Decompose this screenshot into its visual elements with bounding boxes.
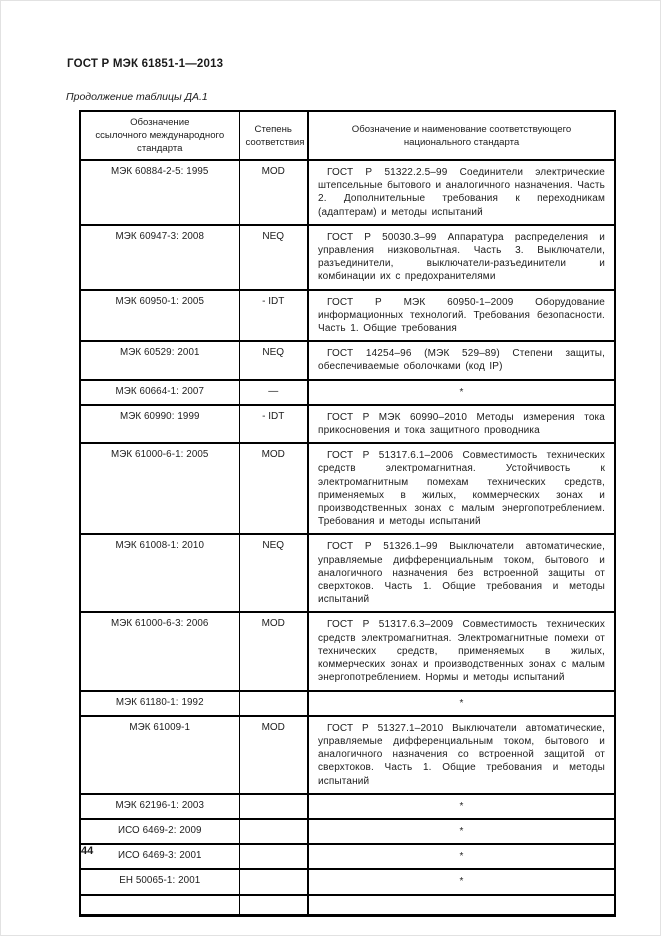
cell-international-designation: МЭК 60990: 1999 [79, 403, 240, 445]
cell-national-standard: ГОСТ Р 50030.3–99 Аппаратура распределен… [307, 223, 616, 291]
table-caption: Продолжение таблицы ДА.1 [66, 91, 208, 103]
cell-national-standard: ГОСТ Р 51317.6.1–2006 Совместимость техн… [307, 442, 616, 536]
cell-international-designation: МЭК 62196-1: 2003 [79, 792, 240, 820]
col-header-national-standard: Обозначение и наименование соответствующ… [307, 110, 616, 161]
cell-degree-of-conformity [238, 817, 309, 846]
cell-degree-of-conformity: NEQ [238, 340, 309, 381]
cell-degree-of-conformity [238, 893, 309, 917]
cell-national-standard: ГОСТ 14254–96 (МЭК 529–89) Степени защит… [307, 340, 616, 381]
table-body: МЭК 60884-2-5: 1995 MOD ГОСТ Р 51322.2.5–9… [79, 159, 616, 917]
cell-national-standard: * [307, 378, 616, 406]
cell-international-designation: МЭК 61000-6-1: 2005 [79, 442, 240, 536]
cell-national-standard [307, 893, 616, 917]
cell-degree-of-conformity: - IDT [238, 403, 309, 445]
table-row: МЭК 61000-6-3: 2006 MOD ГОСТ Р 51317.6.3–2… [79, 611, 616, 692]
cell-national-standard: * [307, 843, 616, 871]
table-row [79, 893, 616, 917]
table-row: МЭК 60884-2-5: 1995 MOD ГОСТ Р 51322.2.5–9… [79, 159, 616, 226]
table-row: ЕН 50065-1: 2001 * [79, 868, 616, 896]
cell-international-designation: МЭК 60950-1: 2005 [79, 288, 240, 343]
cell-degree-of-conformity: — [238, 378, 309, 406]
cell-national-standard: * [307, 689, 616, 717]
cell-international-designation: МЭК 61009-1 [79, 714, 240, 795]
cell-degree-of-conformity: MOD [238, 442, 309, 536]
table-row: МЭК 62196-1: 2003 * [79, 792, 616, 820]
cell-degree-of-conformity: MOD [238, 611, 309, 692]
cell-degree-of-conformity: NEQ [238, 533, 309, 614]
table-row: ИСО 6469-3: 2001 * [79, 843, 616, 871]
cell-international-designation [79, 893, 240, 917]
cell-degree-of-conformity [238, 792, 309, 820]
cell-national-standard: * [307, 868, 616, 896]
cell-international-designation: ИСО 6469-2: 2009 [79, 817, 240, 846]
cell-degree-of-conformity [238, 843, 309, 871]
table-row: ИСО 6469-2: 2009 * [79, 817, 616, 846]
col-header-international-standard: Обозначение ссылочного международного ст… [79, 110, 240, 161]
cell-international-designation: МЭК 60529: 2001 [79, 340, 240, 381]
cell-national-standard: ГОСТ Р 51327.1–2010 Выключатели автомати… [307, 714, 616, 795]
cell-national-standard: ГОСТ Р МЭК 60950-1–2009 Оборудование инф… [307, 288, 616, 343]
cell-degree-of-conformity [238, 868, 309, 896]
page-number: 44 [81, 845, 94, 857]
cell-degree-of-conformity: MOD [238, 714, 309, 795]
cell-international-designation: МЭК 61000-6-3: 2006 [79, 611, 240, 692]
cell-national-standard: ГОСТ Р МЭК 60990–2010 Методы измерения т… [307, 403, 616, 445]
table-row: МЭК 61009-1 MOD ГОСТ Р 51327.1–2010 Выключ… [79, 714, 616, 795]
table-row: МЭК 61008-1: 2010 NEQ ГОСТ Р 51326.1–99 Вы… [79, 533, 616, 614]
cell-international-designation: ЕН 50065-1: 2001 [79, 868, 240, 896]
table-row: МЭК 60950-1: 2005- IDT ГОСТ Р МЭК 60950-1… [79, 288, 616, 343]
cell-degree-of-conformity: NEQ [238, 223, 309, 291]
table-row: МЭК 60529: 2001 NEQ ГОСТ 14254–96 (МЭК 529… [79, 340, 616, 381]
col-header-degree-of-conformity: Степень соответствия [238, 110, 309, 161]
cell-degree-of-conformity: MOD [238, 159, 309, 226]
table-row: МЭК 61000-6-1: 2005 MOD ГОСТ Р 51317.6.1–2… [79, 442, 616, 536]
cell-international-designation: ИСО 6469-3: 2001 [79, 843, 240, 871]
table-header-row: Обозначение ссылочного международного ст… [79, 110, 616, 161]
cell-international-designation: МЭК 60947-3: 2008 [79, 223, 240, 291]
page-title: ГОСТ Р МЭК 61851-1—2013 [67, 58, 224, 70]
table-row: МЭК 60947-3: 2008 NEQ ГОСТ Р 50030.3–99 Ап… [79, 223, 616, 291]
cell-international-designation: МЭК 60884-2-5: 1995 [79, 159, 240, 226]
cell-degree-of-conformity: - IDT [238, 288, 309, 343]
table-row: МЭК 60990: 1999- IDT ГОСТ Р МЭК 60990–201… [79, 403, 616, 445]
cell-national-standard: ГОСТ Р 51326.1–99 Выключатели автоматиче… [307, 533, 616, 614]
table-row: МЭК 61180-1: 1992 * [79, 689, 616, 717]
standards-correspondence-table: Обозначение ссылочного международного ст… [79, 110, 616, 918]
table-row: МЭК 60664-1: 2007— * [79, 378, 616, 406]
cell-national-standard: ГОСТ Р 51322.2.5–99 Соединители электрич… [307, 159, 616, 226]
cell-national-standard: ГОСТ Р 51317.6.3–2009 Совместимость техн… [307, 611, 616, 692]
cell-international-designation: МЭК 60664-1: 2007 [79, 378, 240, 406]
cell-national-standard: * [307, 792, 616, 820]
cell-international-designation: МЭК 61180-1: 1992 [79, 689, 240, 717]
cell-degree-of-conformity [238, 689, 309, 717]
cell-international-designation: МЭК 61008-1: 2010 [79, 533, 240, 614]
cell-national-standard: * [307, 817, 616, 846]
